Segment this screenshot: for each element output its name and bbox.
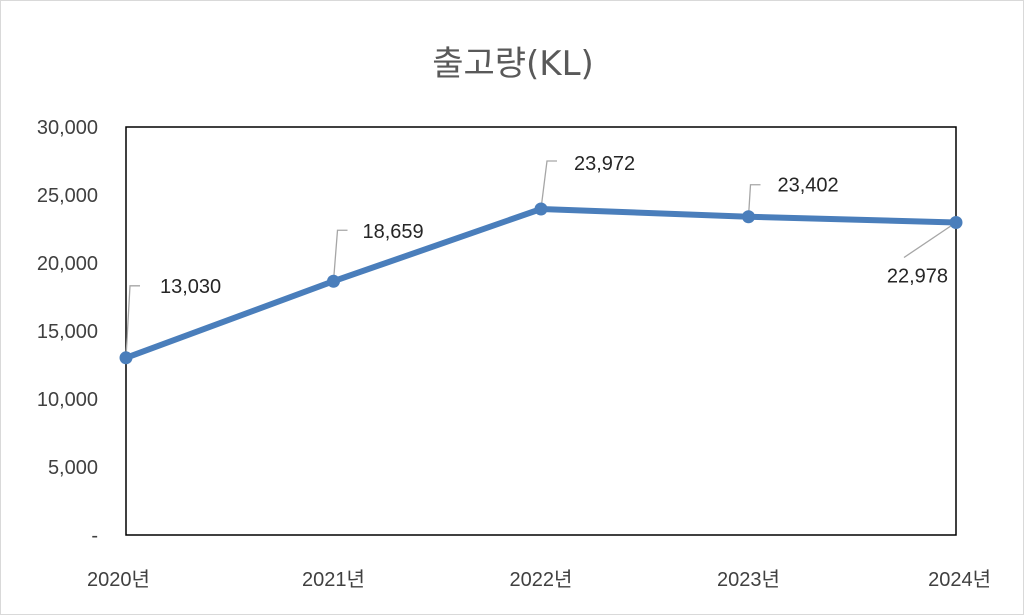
data-points <box>119 202 963 365</box>
data-label: 13,030 <box>160 276 221 298</box>
data-labels: 13,030 18,659 23,972 23,402 22,978 <box>160 153 948 298</box>
x-tick-label: 2023년 <box>717 568 780 591</box>
series-line-group <box>123 205 959 361</box>
x-tick-label: 2024년 <box>928 568 991 591</box>
data-label-leaders <box>125 160 957 358</box>
data-point-marker <box>534 202 548 216</box>
data-label: 23,972 <box>574 153 635 175</box>
plot-area-border <box>125 126 957 536</box>
data-point-marker <box>742 210 755 224</box>
y-tick-label: 5,000 <box>48 457 98 479</box>
data-label-leader-line <box>903 221 957 259</box>
y-tick-label: 15,000 <box>37 321 98 343</box>
data-point-marker <box>327 274 340 288</box>
data-label: 22,978 <box>887 265 948 287</box>
data-label: 18,659 <box>363 221 424 243</box>
x-tick-label: 2022년 <box>510 568 573 591</box>
chart-title: 출고량(KL) <box>432 44 594 84</box>
x-tick-label: 2021년 <box>302 568 365 591</box>
y-tick-label: 25,000 <box>37 185 98 207</box>
y-tick-label: 30,000 <box>37 117 98 139</box>
data-label: 23,402 <box>778 175 839 197</box>
y-tick-label: - <box>91 525 98 547</box>
data-point-marker <box>119 351 133 365</box>
data-label-leader-line <box>747 184 761 217</box>
y-tick-label: 20,000 <box>37 253 98 275</box>
y-axis-ticks: - 5,000 10,000 15,000 20,000 25,000 30,000 <box>37 117 98 547</box>
y-tick-label: 10,000 <box>37 389 98 411</box>
series-line <box>123 205 959 361</box>
x-axis-ticks: 2020년 2021년 2022년 2023년 2024년 <box>87 568 991 591</box>
x-tick-label: 2020년 <box>87 568 150 591</box>
data-point-marker <box>949 215 963 229</box>
data-label-leader-line <box>540 160 557 210</box>
data-label-leader-line <box>332 229 348 282</box>
data-label-leader-line <box>125 285 140 358</box>
